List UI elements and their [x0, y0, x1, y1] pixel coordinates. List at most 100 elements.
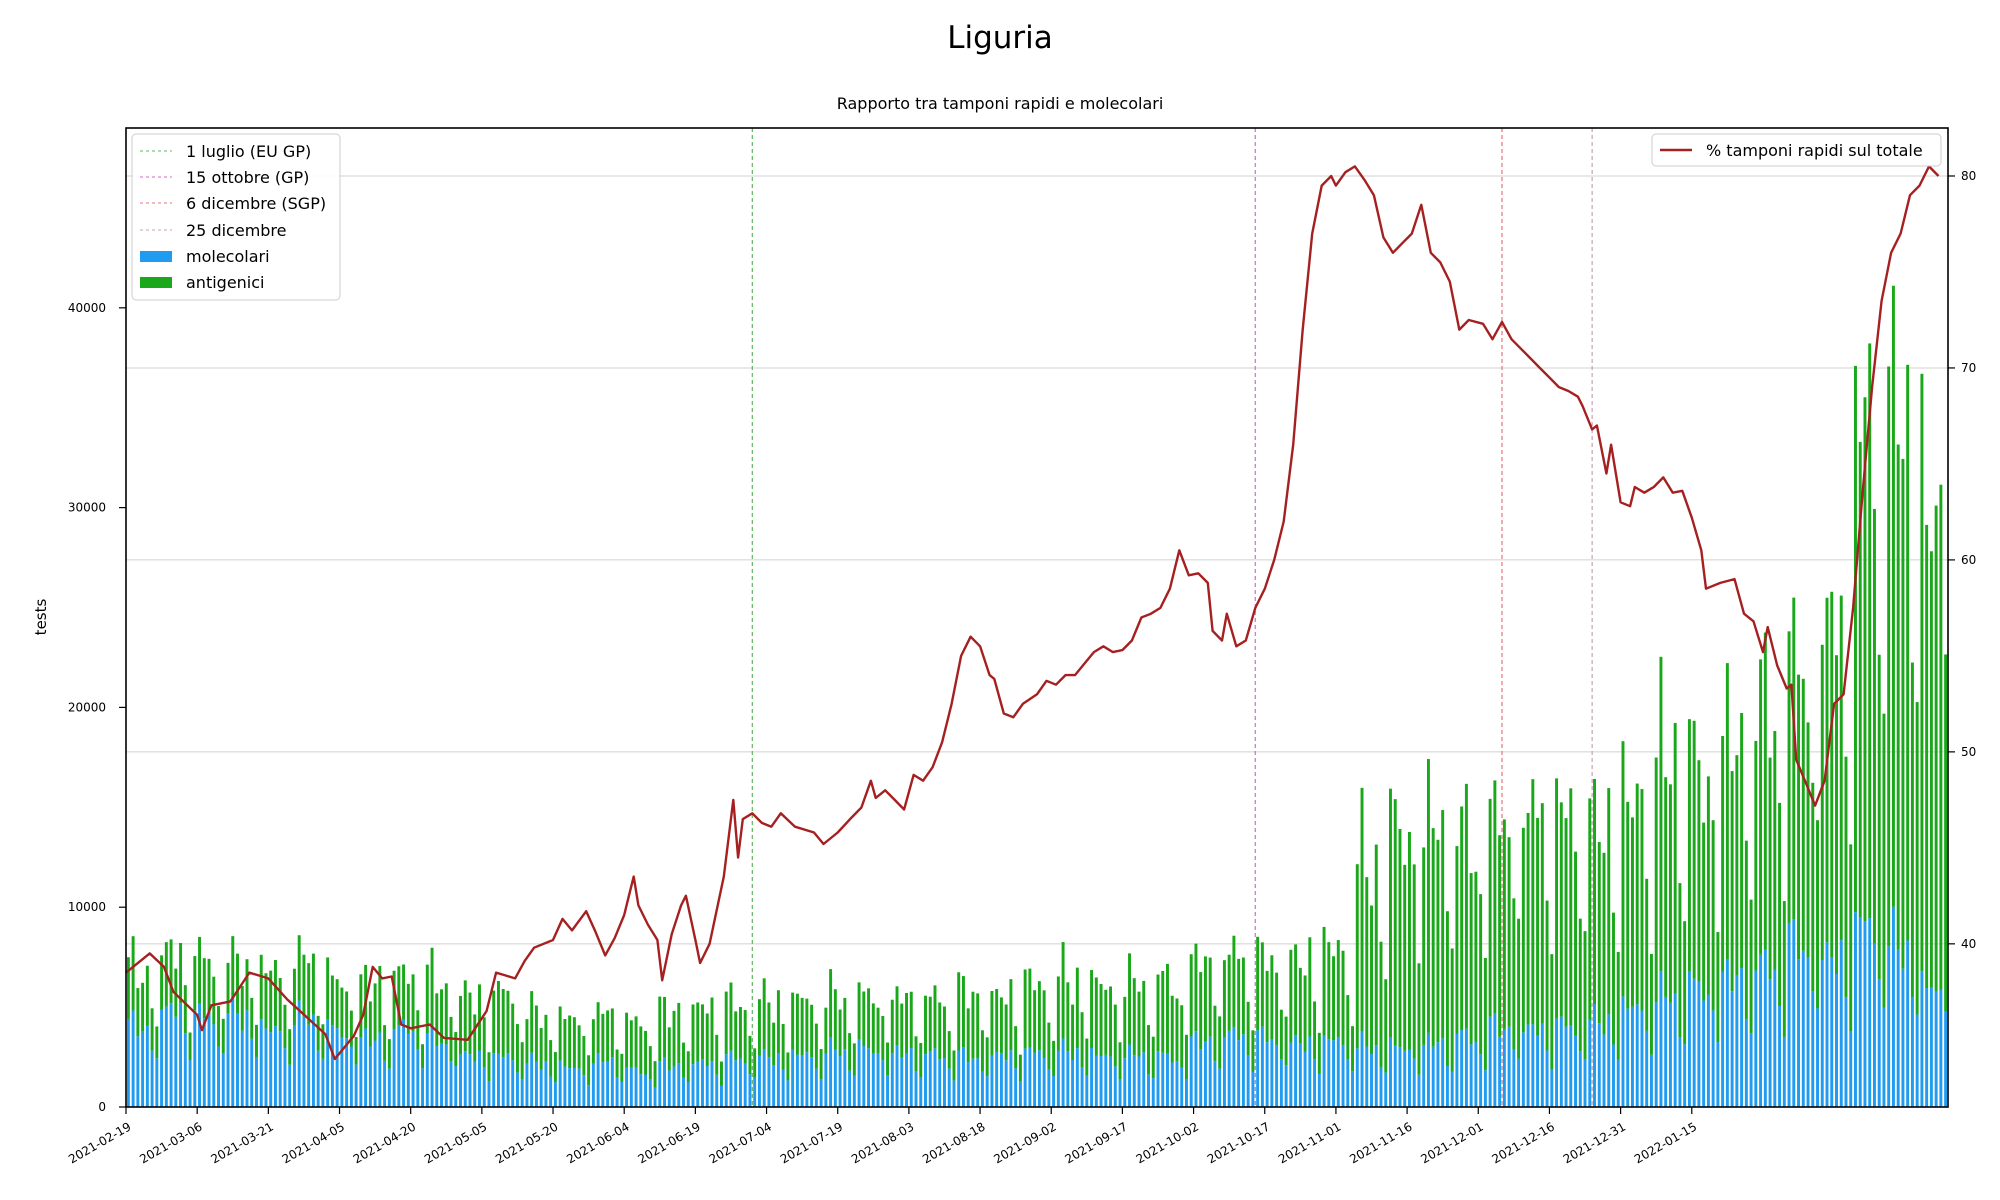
bar-antigenici [269, 970, 273, 1033]
bar-molecolari [473, 1061, 477, 1107]
bar-molecolari [1697, 981, 1701, 1107]
bar-antigenici [729, 982, 733, 1051]
bar-antigenici [1835, 655, 1838, 974]
bar-antigenici [316, 1015, 320, 1051]
bar-molecolari [1351, 1071, 1354, 1107]
bar-antigenici [1744, 840, 1748, 1020]
bar-molecolari [1298, 1043, 1302, 1107]
bar-molecolari [264, 1028, 268, 1107]
bar-molecolari [1398, 1047, 1402, 1107]
bar-molecolari [1830, 956, 1834, 1107]
bar-molecolari [1763, 949, 1767, 1107]
x-tick-label: 2021-05-20 [493, 1119, 560, 1166]
bar-antigenici [838, 1009, 842, 1057]
x-tick-label: 2021-06-19 [635, 1119, 702, 1166]
bar-antigenici [938, 1002, 942, 1060]
bar-antigenici [1066, 982, 1070, 1052]
bar-molecolari [1374, 1045, 1378, 1107]
bar-molecolari [980, 1071, 984, 1107]
bar-molecolari [387, 1068, 391, 1107]
bar-antigenici [1118, 1042, 1122, 1080]
bar-antigenici [1787, 631, 1791, 923]
bar-antigenici [245, 959, 249, 1011]
bar-molecolari [207, 1013, 211, 1107]
bar-molecolari [1464, 1028, 1468, 1107]
bar-antigenici [1464, 783, 1468, 1029]
bar-antigenici [1203, 956, 1207, 1042]
bar-antigenici [644, 1030, 648, 1075]
bar-antigenici [349, 1010, 353, 1047]
bar-molecolari [506, 1053, 510, 1107]
bar-molecolari [1189, 1036, 1193, 1107]
bar-antigenici [1716, 932, 1720, 1043]
bar-molecolari [150, 1050, 154, 1107]
bar-antigenici [715, 1034, 719, 1075]
gridlines [126, 175, 1948, 945]
bar-molecolari [1128, 1044, 1131, 1107]
bar-antigenici [909, 991, 913, 1049]
bar-antigenici [1450, 948, 1454, 1072]
bar-antigenici [202, 958, 206, 1019]
bar-molecolari [743, 1063, 747, 1107]
bar-molecolari [1797, 959, 1801, 1107]
bar-molecolari [1426, 1032, 1430, 1107]
bar-molecolari [297, 1000, 301, 1107]
bar-antigenici [435, 993, 439, 1046]
bar-antigenici [1170, 995, 1174, 1063]
bar-molecolari [1037, 1050, 1041, 1107]
bar-molecolari [1910, 996, 1914, 1107]
x-tick-label: 2021-11-01 [1276, 1119, 1343, 1166]
x-tick-label: 2021-11-16 [1347, 1119, 1414, 1166]
bar-molecolari [435, 1045, 439, 1107]
bar-antigenici [421, 1044, 425, 1069]
bar-antigenici [1697, 760, 1701, 982]
bar-antigenici [995, 989, 999, 1052]
bar-molecolari [444, 1044, 448, 1107]
bar-molecolari [1317, 1073, 1321, 1107]
bar-molecolari [1090, 1047, 1094, 1107]
bar-antigenici [767, 1002, 771, 1058]
bar-antigenici [1346, 995, 1350, 1060]
legend-label-sgp: 6 dicembre (SGP) [186, 194, 326, 213]
bar-molecolari [1332, 1040, 1336, 1107]
y2-tick-label: 70 [1961, 361, 1976, 375]
bar-antigenici [1555, 778, 1559, 1019]
x-tick-label: 2021-05-05 [422, 1119, 489, 1166]
bar-molecolari [985, 1076, 989, 1107]
bar-antigenici [591, 1019, 595, 1064]
bar-molecolari [188, 1060, 192, 1107]
bar-antigenici [1317, 1032, 1321, 1074]
bar-molecolari [1540, 1023, 1544, 1107]
bar-antigenici [1778, 802, 1782, 1007]
bar-molecolari [340, 1037, 344, 1107]
bar-molecolari [1004, 1060, 1008, 1107]
bar-antigenici [610, 1008, 614, 1058]
bar-antigenici [881, 1015, 885, 1061]
bar-antigenici [985, 1037, 989, 1077]
bar-antigenici [444, 983, 448, 1045]
bar-molecolari [909, 1048, 913, 1107]
bar-antigenici [179, 942, 183, 1004]
bar-antigenici [1289, 949, 1293, 1043]
bar-antigenici [1109, 986, 1113, 1057]
bar-antigenici [1042, 990, 1046, 1059]
bar-antigenici [1721, 736, 1725, 972]
bar-antigenici [563, 1018, 567, 1067]
bar-molecolari [1407, 1049, 1411, 1107]
bar-antigenici [772, 1022, 776, 1066]
bar-molecolari [250, 1038, 254, 1107]
bar-molecolari [1759, 954, 1763, 1107]
bar-molecolari [890, 1053, 894, 1107]
bar-antigenici [1365, 877, 1369, 1047]
bar-molecolari [1256, 1030, 1260, 1107]
bar-antigenici [1393, 799, 1397, 1046]
bar-antigenici [1327, 942, 1331, 1040]
bar-molecolari [648, 1079, 652, 1107]
bar-antigenici [919, 1043, 923, 1077]
bar-antigenici [378, 966, 382, 1033]
y-axis-left: 0 10000 20000 30000 40000 [68, 301, 126, 1114]
bar-molecolari [1436, 1042, 1440, 1107]
bar-antigenici [1944, 654, 1948, 1012]
legend-swatch-antigenici [140, 277, 172, 288]
bar-antigenici [1906, 364, 1910, 941]
